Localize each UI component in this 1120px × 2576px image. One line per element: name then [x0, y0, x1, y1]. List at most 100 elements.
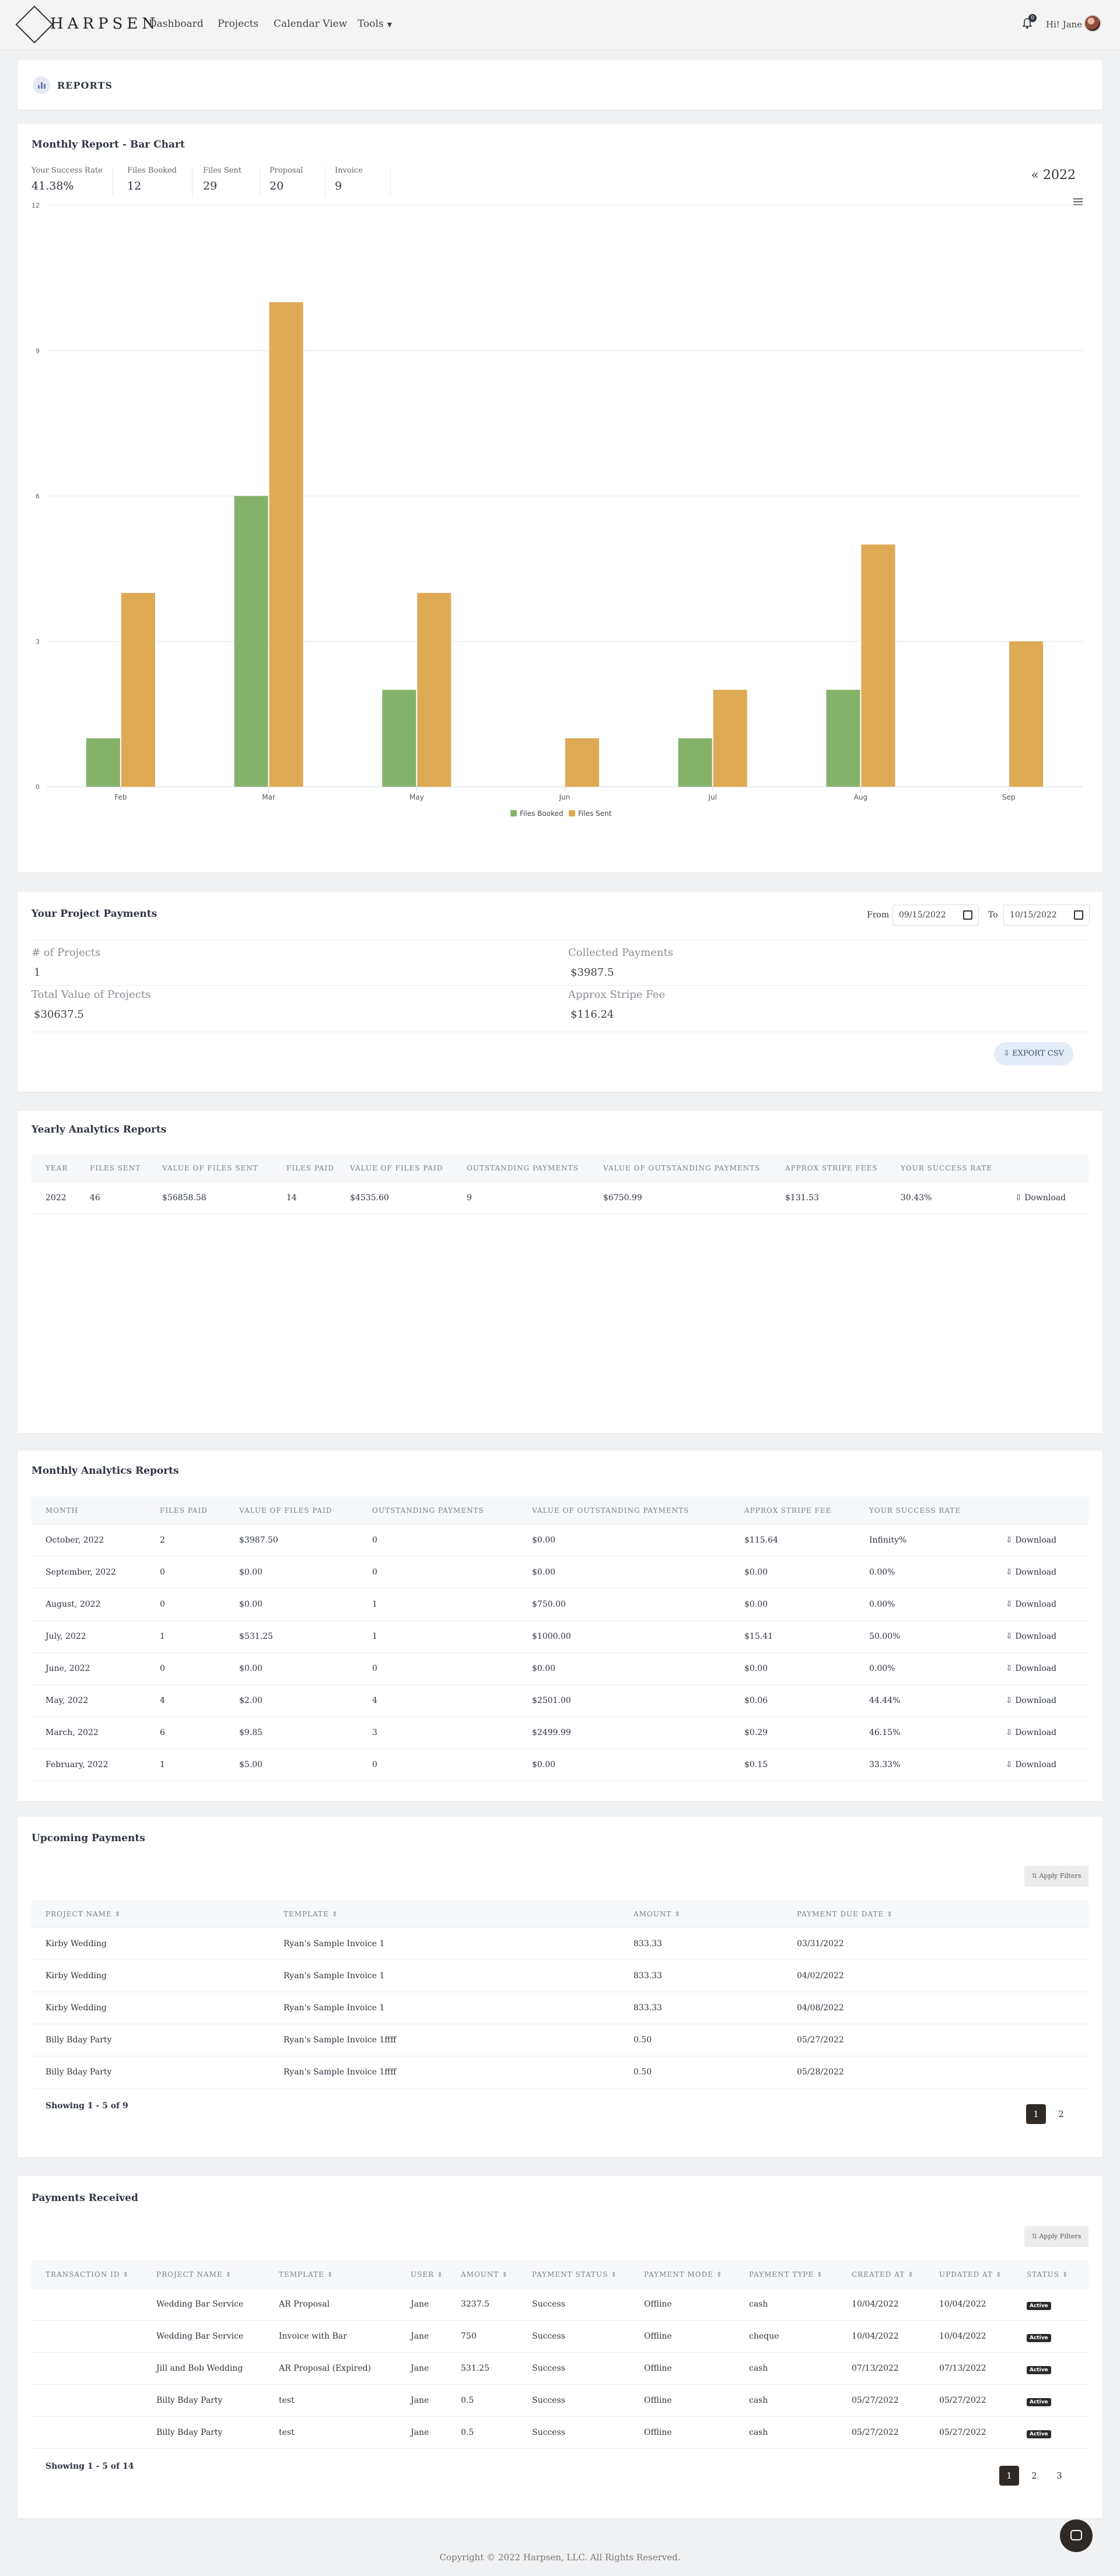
- apply-filters-button[interactable]: ⇅ Apply Filters: [1024, 1866, 1088, 1887]
- apply-filters-button[interactable]: ⇅ Apply Filters: [1024, 2226, 1088, 2247]
- monthly-chart-card: Monthly Report - Bar Chart Your Success …: [18, 124, 1102, 872]
- col-header[interactable]: PAYMENT STATUS ⇕: [532, 2270, 618, 2279]
- download-link[interactable]: ⇩ Download: [1006, 1664, 1056, 1673]
- nav-calendar-view[interactable]: Calendar View: [274, 18, 348, 30]
- page-1-button[interactable]: 1: [999, 2466, 1019, 2486]
- table-cell: Success: [532, 2396, 565, 2405]
- stat-files-booked: Files Booked 12: [127, 166, 192, 197]
- download-link[interactable]: ⇩ Download: [1006, 1728, 1056, 1737]
- col-header: OUTSTANDING PAYMENTS: [372, 1506, 484, 1515]
- download-link[interactable]: ⇩ Download: [1015, 1193, 1066, 1203]
- col-header[interactable]: TRANSACTION ID ⇕: [46, 2270, 130, 2279]
- table-cell: $0.00: [532, 1568, 556, 1577]
- calendar-icon: [1074, 910, 1083, 920]
- table-cell: Success: [532, 2364, 565, 2373]
- export-csv-button[interactable]: ⇩ EXPORT CSV: [994, 1042, 1073, 1066]
- download-label: Download: [1015, 1536, 1057, 1545]
- user-greeting[interactable]: Hi! Jane: [1046, 19, 1083, 30]
- monthly-title: Monthly Analytics Reports: [32, 1465, 179, 1477]
- bar-files-sent: [121, 593, 155, 787]
- table-row: Kirby Wedding Ryan's Sample Invoice 1 833.…: [32, 1960, 1088, 1992]
- page-1-button[interactable]: 1: [1026, 2104, 1046, 2124]
- x-tick-label: Mar: [262, 793, 275, 801]
- nav-projects[interactable]: Projects: [218, 18, 259, 30]
- col-header[interactable]: PROJECT NAME ⇕: [156, 2270, 232, 2279]
- col-header: VALUE OF FILES PAID: [239, 1506, 332, 1515]
- page-2-button[interactable]: 2: [1031, 2470, 1037, 2481]
- col-header[interactable]: USER ⇕: [411, 2270, 443, 2279]
- table-cell: Invoice with Bar: [279, 2332, 347, 2341]
- table-cell: Offline: [644, 2396, 672, 2405]
- table-cell: 0: [372, 1664, 377, 1673]
- table-cell: 05/27/2022: [852, 2396, 899, 2405]
- table-cell: 0: [372, 1536, 377, 1545]
- download-link[interactable]: ⇩ Download: [1006, 1568, 1056, 1577]
- table-cell: 05/27/2022: [939, 2428, 986, 2437]
- col-header[interactable]: AMOUNT ⇕: [461, 2270, 509, 2279]
- col-header: VALUE OF FILES PAID: [350, 1164, 443, 1172]
- col-header[interactable]: PAYMENT DUE DATE ⇕: [797, 1910, 894, 1918]
- chart-card-title: Monthly Report - Bar Chart: [32, 139, 185, 150]
- stat-label: Files Sent: [203, 166, 242, 175]
- col-header[interactable]: PAYMENT TYPE ⇕: [749, 2270, 824, 2279]
- footer-copyright: Copyright © 2022 Harpsen, LLC. All Right…: [439, 2552, 681, 2563]
- table-cell: Ryan's Sample Invoice 1ffff: [284, 2067, 397, 2077]
- page-3-button[interactable]: 3: [1056, 2470, 1062, 2481]
- col-header: FILES PAID: [160, 1506, 208, 1515]
- col-header[interactable]: AMOUNT ⇕: [634, 1910, 681, 1918]
- table-cell: 9: [467, 1193, 472, 1203]
- logo-text: HARPSEN: [50, 15, 160, 33]
- col-header[interactable]: TEMPLATE ⇕: [279, 2270, 334, 2279]
- table-cell: June, 2022: [46, 1664, 90, 1673]
- table-cell: 531.25: [461, 2364, 489, 2373]
- table-cell: Offline: [644, 2428, 672, 2437]
- col-header[interactable]: PROJECT NAME ⇕: [46, 1910, 121, 1918]
- col-header[interactable]: STATUS ⇕: [1027, 2270, 1069, 2279]
- table-cell: $0.00: [239, 1600, 263, 1609]
- table-cell: 10/04/2022: [852, 2300, 899, 2309]
- x-tick-label: Jul: [708, 793, 716, 801]
- table-cell: 44.44%: [869, 1696, 901, 1705]
- table-cell: 05/27/2022: [939, 2396, 986, 2405]
- nav-tools[interactable]: Tools ▼: [358, 18, 392, 30]
- table-cell: 1: [160, 1760, 165, 1769]
- project-payments-card: Your Project Payments From 09/15/2022 To…: [18, 892, 1102, 1092]
- download-link[interactable]: ⇩ Download: [1006, 1600, 1056, 1609]
- download-link[interactable]: ⇩ Download: [1006, 1696, 1056, 1705]
- table-cell: 0: [160, 1600, 165, 1609]
- stat-value: 29: [203, 180, 218, 192]
- filter-icon: ⇅: [1031, 1872, 1040, 1880]
- col-header[interactable]: CREATED AT ⇕: [852, 2270, 915, 2279]
- from-date-input[interactable]: 09/15/2022: [892, 905, 979, 926]
- table-cell: 03/31/2022: [797, 1939, 844, 1948]
- col-header[interactable]: UPDATED AT ⇕: [939, 2270, 1002, 2279]
- nav-dashboard[interactable]: Dashboard: [149, 18, 204, 30]
- table-cell: 0.00%: [869, 1568, 895, 1577]
- download-label: Download: [1015, 1632, 1057, 1641]
- table-row: Kirby Wedding Ryan's Sample Invoice 1 833.…: [32, 1992, 1088, 2024]
- table-cell: 750: [461, 2332, 477, 2341]
- download-icon: ⇩: [1006, 1728, 1016, 1737]
- year-selector[interactable]: « 2022: [1031, 168, 1076, 183]
- download-link[interactable]: ⇩ Download: [1006, 1632, 1056, 1641]
- avatar[interactable]: [1084, 15, 1101, 32]
- received-showing: Showing 1 - 5 of 14: [46, 2462, 134, 2471]
- col-header[interactable]: PAYMENT MODE ⇕: [644, 2270, 723, 2279]
- table-cell: 46: [90, 1193, 100, 1203]
- chart-menu-icon[interactable]: [1073, 198, 1083, 207]
- table-cell: February, 2022: [46, 1760, 108, 1769]
- table-cell: October, 2022: [46, 1536, 104, 1545]
- download-link[interactable]: ⇩ Download: [1006, 1536, 1056, 1545]
- chat-button[interactable]: [1060, 2519, 1093, 2552]
- table-cell: Success: [532, 2300, 565, 2309]
- download-link[interactable]: ⇩ Download: [1006, 1760, 1056, 1769]
- download-icon: ⇩: [1006, 1696, 1016, 1705]
- payments-received-card: Payments Received ⇅ Apply Filters TRANSA…: [18, 2176, 1102, 2518]
- y-tick-label: 12: [32, 202, 40, 209]
- col-header[interactable]: TEMPLATE ⇕: [284, 1910, 338, 1918]
- table-cell: Jane: [411, 2300, 429, 2309]
- bar-files-booked: [382, 689, 416, 787]
- to-date-input[interactable]: 10/15/2022: [1003, 905, 1090, 926]
- download-label: Download: [1015, 1696, 1057, 1705]
- page-2-button[interactable]: 2: [1058, 2109, 1064, 2119]
